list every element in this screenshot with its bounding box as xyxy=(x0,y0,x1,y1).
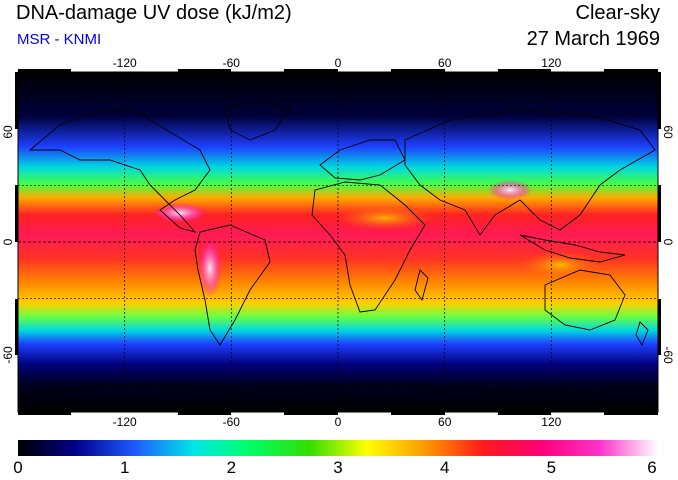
sky-condition: Clear-sky xyxy=(575,2,660,24)
coastline-south-america xyxy=(194,224,271,346)
coastline-africa xyxy=(311,181,426,313)
lon-tick-bottom: -60 xyxy=(223,415,241,429)
colorbar-tick: 6 xyxy=(647,458,657,477)
lat-tick-right: 60 xyxy=(661,125,675,139)
lat-tick-right: 0 xyxy=(661,239,675,246)
colorbar-tick: 5 xyxy=(546,458,557,477)
lat-tick-left: 0 xyxy=(1,238,15,245)
coastline-new-zealand xyxy=(635,321,649,347)
uv-hotspot xyxy=(198,238,222,298)
lat-tick-left: -60 xyxy=(1,346,15,364)
lat-tick-right: -60 xyxy=(661,346,675,364)
lat-tick-left: 60 xyxy=(1,125,15,139)
coastline-australia xyxy=(544,269,626,331)
colorbar-tick: 1 xyxy=(119,458,130,477)
uv-hotspot xyxy=(152,203,208,223)
colorbar-tick: 4 xyxy=(439,458,450,477)
lon-tick-bottom: 0 xyxy=(335,415,342,429)
lon-tick-top: -120 xyxy=(113,56,137,70)
colorbar-tick: 0 xyxy=(13,458,23,477)
coastline-antarctica xyxy=(18,384,658,396)
lon-tick-top: 120 xyxy=(541,56,561,70)
coastline-greenland xyxy=(224,99,291,141)
colorbar-tick: 3 xyxy=(333,458,343,477)
colorbar xyxy=(18,440,658,456)
uv-hotspot xyxy=(520,251,600,279)
coastline-madagascar xyxy=(414,269,429,302)
colorbar-gradient xyxy=(18,440,658,456)
title: DNA-damage UV dose (kJ/m2) xyxy=(16,2,292,24)
lon-tick-bottom: -120 xyxy=(113,415,137,429)
colorbar-tick: 2 xyxy=(226,458,237,477)
coastline-north-america xyxy=(28,109,211,233)
frame-segments xyxy=(15,69,661,415)
map-date: 27 March 1969 xyxy=(526,28,660,50)
uv-hotspot xyxy=(335,206,435,230)
uv-hotspot xyxy=(488,180,532,200)
source-label: MSR - KNMI xyxy=(17,31,102,48)
lon-tick-top: 0 xyxy=(335,56,342,70)
coastline-asia xyxy=(404,109,656,236)
coastlines xyxy=(18,99,658,396)
lon-tick-bottom: 60 xyxy=(438,415,452,429)
lon-tick-top: 60 xyxy=(438,56,452,70)
lon-tick-top: -60 xyxy=(223,56,241,70)
lon-tick-bottom: 120 xyxy=(541,415,561,429)
